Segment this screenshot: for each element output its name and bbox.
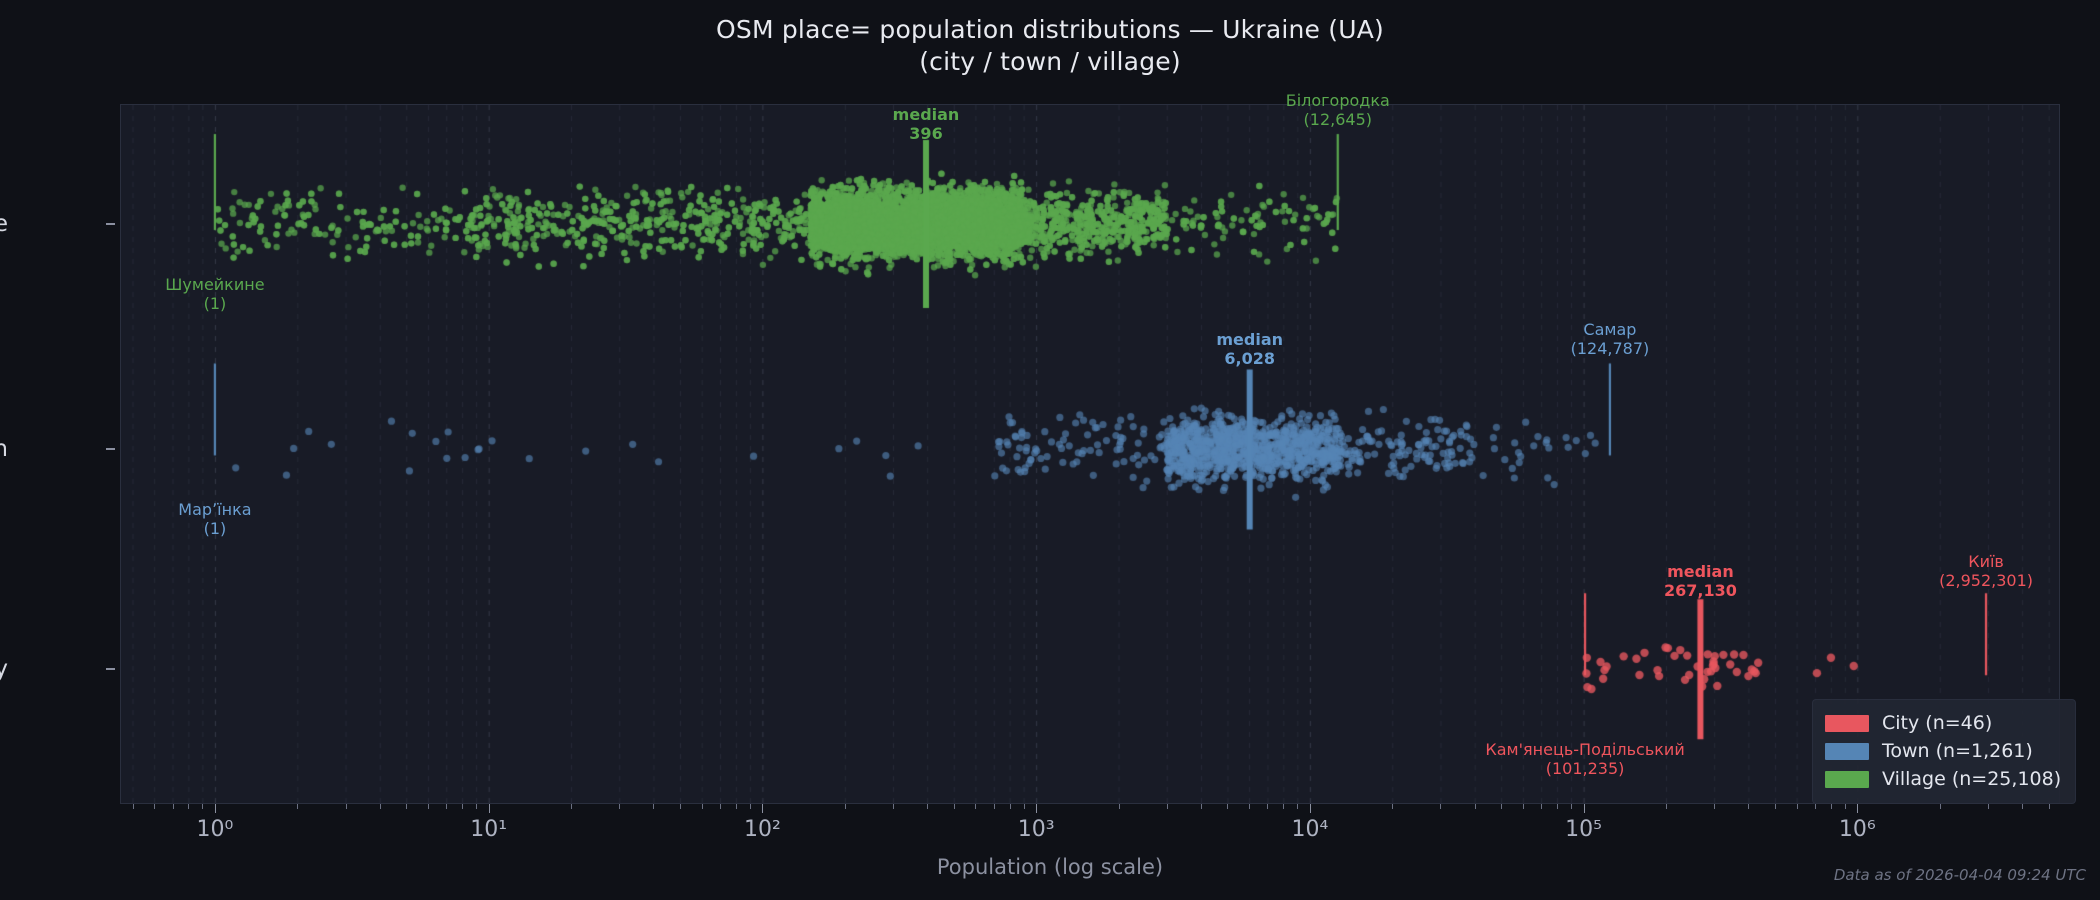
x-tick-mark — [762, 804, 764, 813]
x-tick-minor — [1283, 804, 1285, 809]
y-tick-city: City — [0, 656, 8, 683]
x-tick-minor — [462, 804, 464, 809]
x-tick-minor — [653, 804, 655, 809]
x-tick-label-1e5: 10⁵ — [1565, 817, 1603, 842]
y-tick-mark — [106, 448, 115, 451]
footnote: Data as of 2026-04-04 09:24 UTC — [1833, 866, 2086, 884]
x-tick-minor — [132, 804, 134, 809]
plot-area — [120, 104, 2060, 804]
x-tick-minor — [379, 804, 381, 809]
x-tick-label-1e6: 10⁶ — [1838, 817, 1876, 842]
x-tick-mark — [1309, 804, 1311, 813]
page-title: OSM place= population distributions — Uk… — [716, 15, 1384, 44]
x-tick-minor — [1249, 804, 1251, 809]
x-tick-mark — [1857, 804, 1859, 813]
x-tick-minor — [1009, 804, 1011, 809]
x-tick-minor — [1227, 804, 1229, 809]
x-tick-minor — [1774, 804, 1776, 809]
x-tick-mark — [1583, 804, 1585, 813]
x-tick-minor — [893, 804, 894, 809]
x-tick-minor — [1796, 804, 1798, 809]
x-tick-minor — [1748, 804, 1750, 809]
x-tick-minor — [1557, 804, 1559, 809]
y-tick-mark — [106, 223, 115, 226]
y-tick-town: Town — [0, 436, 8, 463]
legend-label: City (n=46) — [1882, 712, 1993, 734]
legend[interactable]: City (n=46) Town (n=1,261) Village (n=25,1… — [1812, 699, 2077, 804]
scatter-canvas — [121, 105, 2059, 803]
x-tick-minor — [154, 804, 156, 809]
x-tick-minor — [1501, 804, 1503, 809]
x-tick-minor — [476, 804, 478, 809]
x-tick-minor — [1844, 804, 1846, 809]
x-tick-minor — [1474, 804, 1476, 809]
x-tick-label-1e3: 10³ — [1017, 817, 1055, 842]
x-tick-minor — [1297, 804, 1299, 809]
x-tick-minor — [1200, 804, 1202, 809]
x-tick-minor — [844, 804, 846, 809]
legend-label: Village (n=25,108) — [1882, 768, 2062, 790]
x-tick-label-1e4: 10⁴ — [1291, 817, 1329, 842]
x-tick-minor — [1118, 804, 1120, 809]
y-tick-mark — [106, 668, 115, 671]
legend-swatch-icon — [1825, 770, 1869, 788]
x-tick-minor — [1714, 804, 1716, 809]
x-tick-mark — [1036, 804, 1038, 813]
x-tick-minor — [1392, 804, 1394, 809]
x-tick-minor — [1830, 804, 1832, 809]
x-tick-minor — [975, 804, 977, 809]
legend-swatch-icon — [1825, 714, 1869, 732]
x-tick-minor — [297, 804, 299, 809]
x-tick-minor — [619, 804, 621, 809]
x-tick-label-1e1: 10¹ — [470, 817, 508, 842]
x-tick-minor — [202, 804, 204, 809]
legend-item-village[interactable]: Village (n=25,108) — [1825, 765, 2061, 793]
x-tick-minor — [719, 804, 721, 809]
x-tick-minor — [1267, 804, 1269, 809]
title-block: OSM place= population distributions — Uk… — [0, 14, 2100, 78]
x-tick-minor — [1166, 804, 1168, 809]
x-tick-minor — [1440, 804, 1442, 809]
x-tick-minor — [446, 804, 448, 809]
x-tick-minor — [1814, 804, 1816, 809]
x-tick-minor — [953, 804, 955, 809]
x-tick-minor — [188, 804, 190, 809]
legend-swatch-icon — [1825, 742, 1869, 760]
x-tick-label-1e2: 10² — [743, 817, 781, 842]
x-tick-minor — [571, 804, 573, 809]
x-axis-title: Population (log scale) — [936, 855, 1164, 879]
chart-subtitle: (city / town / village) — [919, 46, 1181, 76]
x-tick-minor — [749, 804, 751, 809]
x-tick-minor — [345, 804, 347, 809]
x-tick-minor — [735, 804, 737, 809]
x-tick-minor — [427, 804, 429, 809]
legend-item-city[interactable]: City (n=46) — [1825, 709, 2061, 737]
x-tick-minor — [406, 804, 408, 809]
x-tick-minor — [2048, 804, 2050, 809]
x-tick-minor — [1541, 804, 1543, 809]
x-tick-mark — [488, 804, 490, 813]
x-tick-mark — [214, 804, 216, 813]
x-tick-minor — [1571, 804, 1573, 809]
legend-item-town[interactable]: Town (n=1,261) — [1825, 737, 2061, 765]
x-tick-minor — [2022, 804, 2024, 809]
x-tick-minor — [1023, 804, 1025, 809]
x-tick-minor — [1987, 804, 1989, 809]
y-tick-village: Village — [0, 211, 8, 238]
x-tick-minor — [1666, 804, 1667, 809]
x-tick-label-1e0: 10⁰ — [196, 817, 234, 842]
x-tick-minor — [993, 804, 995, 809]
x-tick-minor — [679, 804, 681, 809]
x-tick-minor — [1939, 804, 1941, 809]
legend-label: Town (n=1,261) — [1882, 740, 2033, 762]
x-tick-minor — [1522, 804, 1524, 809]
x-tick-minor — [172, 804, 174, 809]
x-tick-minor — [927, 804, 929, 809]
x-tick-minor — [701, 804, 703, 809]
